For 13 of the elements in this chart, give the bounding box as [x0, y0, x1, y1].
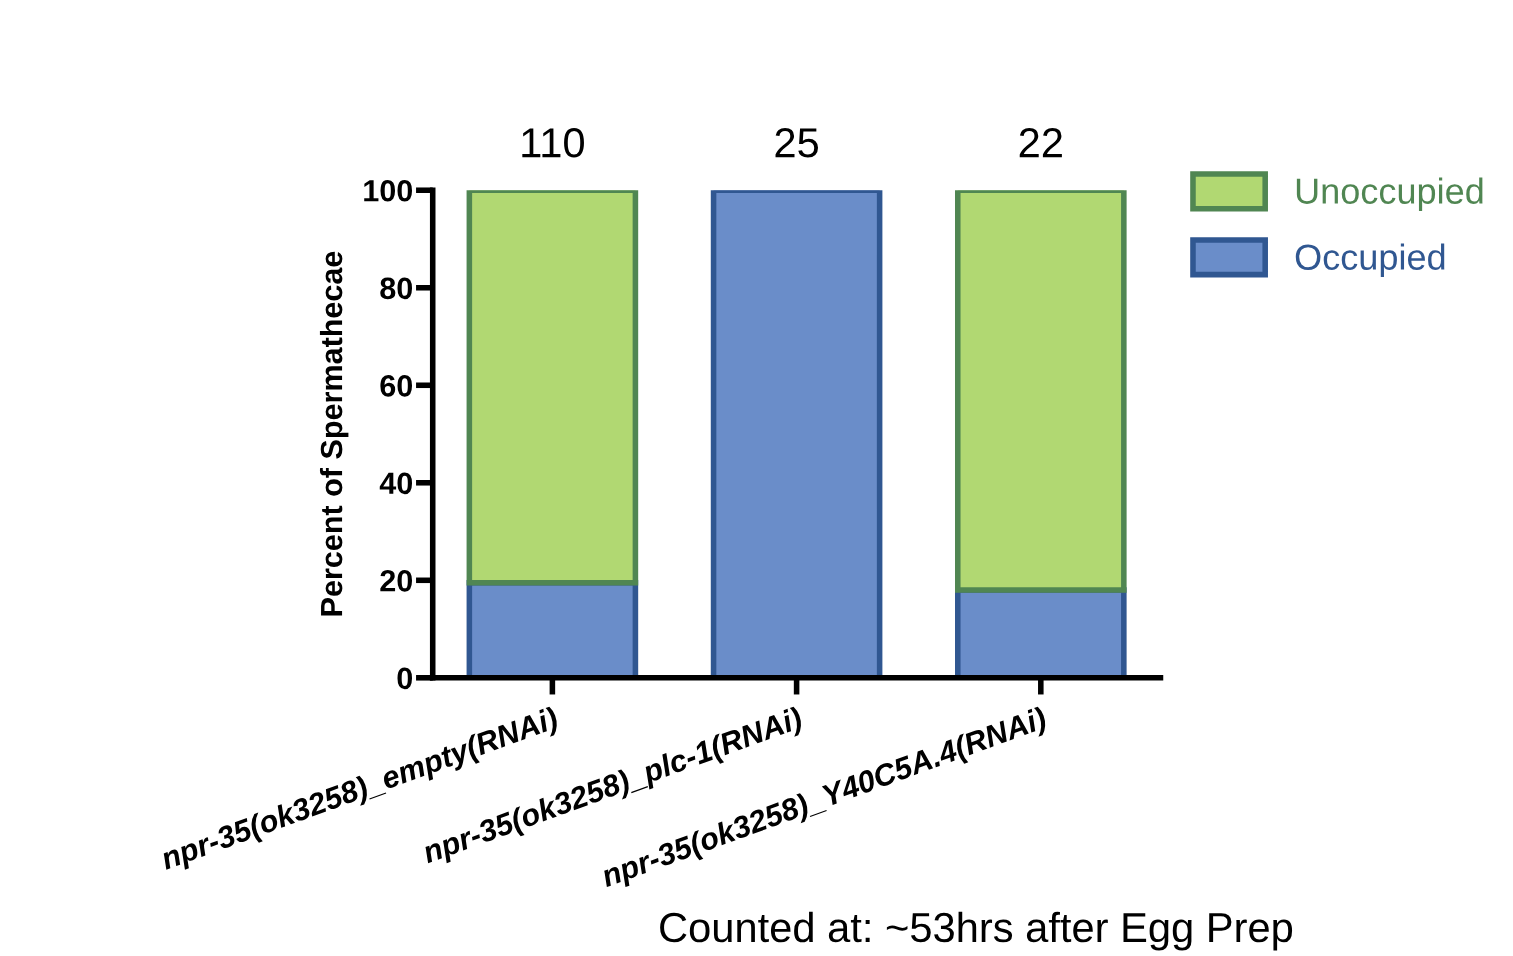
y-tick-label: 100	[364, 179, 413, 202]
text: 25	[775, 128, 819, 158]
legend-label: Unoccupied	[1296, 177, 1483, 212]
y-tick-label: 80	[380, 277, 413, 300]
y-tick-label: 20	[380, 570, 413, 592]
text: 110	[522, 128, 584, 158]
y-tick-label: 0	[397, 667, 413, 690]
text: 22	[1019, 128, 1062, 158]
y-tick-label: 60	[380, 375, 413, 397]
y-axis-title: Percent of Spermathecae	[319, 251, 349, 616]
y-tick-label: 40	[379, 472, 413, 495]
legend-label: Occupied	[1295, 243, 1445, 278]
text: Counted at: ~53hrs after Egg Prep	[660, 911, 1293, 951]
